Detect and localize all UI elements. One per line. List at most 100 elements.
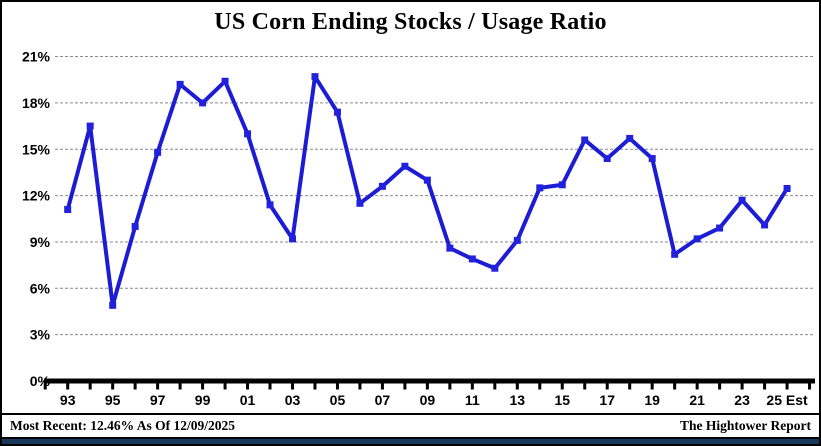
x-axis-tick	[223, 383, 227, 390]
x-axis-tick	[380, 383, 384, 390]
x-axis-label: 97	[150, 392, 166, 408]
x-axis-label: 95	[105, 392, 121, 408]
series-line	[65, 74, 790, 308]
data-point	[491, 264, 499, 272]
x-axis-tick	[201, 383, 205, 390]
data-point	[244, 130, 252, 138]
x-axis-tick	[785, 383, 789, 390]
data-point	[693, 235, 701, 243]
data-point	[738, 196, 746, 204]
x-axis-tick	[178, 383, 182, 390]
data-point	[783, 184, 791, 192]
x-axis-tick	[358, 383, 362, 390]
x-axis-label: 21	[689, 392, 705, 408]
data-point	[154, 148, 162, 156]
x-axis-tick	[335, 383, 339, 390]
x-axis-tick	[493, 383, 497, 390]
x-axis-tick	[560, 383, 564, 390]
data-point	[199, 99, 207, 107]
data-point	[581, 136, 589, 144]
x-axis-label: 03	[285, 392, 301, 408]
x-axis-label: 19	[644, 392, 660, 408]
data-point	[558, 181, 566, 189]
footer-bar: Most Recent: 12.46% As Of 12/09/2025 The…	[2, 413, 819, 439]
data-point	[671, 250, 679, 258]
x-axis-label: 99	[195, 392, 211, 408]
y-axis-label: 21%	[22, 49, 51, 65]
x-axis-tick	[538, 383, 542, 390]
x-axis-tick	[628, 383, 632, 390]
data-point	[468, 255, 476, 263]
data-point	[131, 223, 139, 230]
chart-area: US Corn Ending Stocks / Usage Ratio 0% 3%…	[2, 2, 819, 413]
x-axis-label: 15	[554, 392, 570, 408]
chart-title: US Corn Ending Stocks / Usage Ratio	[214, 9, 607, 35]
data-point	[446, 244, 454, 252]
x-axis-tick	[583, 383, 587, 390]
data-point	[289, 235, 296, 243]
data-point	[176, 80, 184, 88]
x-axis-tick	[403, 383, 407, 390]
y-axis-label: 3%	[30, 327, 51, 343]
y-axis-label: 15%	[22, 141, 51, 157]
x-axis-tick	[133, 383, 137, 390]
x-axis-tick	[66, 383, 70, 390]
x-axis-label: 09	[420, 392, 436, 408]
data-point	[221, 77, 229, 85]
x-axis-label: 13	[510, 392, 526, 408]
x-axis-tick	[650, 383, 654, 390]
data-point	[356, 199, 364, 207]
x-axis-tick	[808, 383, 812, 390]
x-axis-tick	[291, 383, 294, 390]
x-axis-tick	[605, 383, 609, 390]
y-axis-label: 18%	[22, 95, 51, 111]
x-axis-tick	[156, 383, 160, 390]
x-axis-tick	[43, 383, 47, 390]
y-axis-label: 12%	[22, 188, 51, 204]
x-axis-tick	[313, 383, 317, 390]
x-axis-tick	[718, 383, 722, 390]
y-axis-label: 6%	[30, 280, 51, 296]
data-point	[109, 301, 117, 309]
x-axis-tick	[673, 383, 677, 390]
x-axis-tick	[515, 383, 519, 390]
x-axis-label: 01	[240, 392, 256, 408]
data-point	[716, 224, 724, 232]
x-axis-tick	[425, 383, 429, 390]
x-axis-tick	[763, 383, 767, 390]
data-point	[423, 176, 431, 184]
x-axis-label: 17	[599, 392, 615, 408]
x-axis-tick	[448, 383, 452, 390]
x-axis-tick	[111, 383, 115, 390]
data-point	[401, 162, 409, 170]
x-axis-tick	[470, 383, 474, 390]
data-point	[513, 236, 521, 244]
data-point	[603, 155, 611, 163]
data-point	[266, 201, 274, 209]
bottom-accent-strip	[2, 439, 819, 444]
data-point	[86, 122, 94, 130]
y-axis-label: 9%	[30, 234, 51, 250]
data-point	[536, 184, 544, 192]
data-point	[311, 73, 319, 81]
data-point	[378, 182, 386, 190]
x-axis-label: 07	[375, 392, 391, 408]
x-axis-label: 11	[465, 392, 480, 408]
data-point	[761, 221, 769, 229]
data-point	[648, 155, 656, 163]
data-point	[333, 108, 341, 116]
x-axis-tick	[740, 383, 744, 390]
x-axis-tick	[268, 383, 272, 390]
data-point	[626, 134, 634, 142]
x-axis-label: 25 Est	[766, 392, 808, 408]
chart-svg: 0%3%6%9%12%15%18%21%93 95 97 99 01 03 05 07 09 11…	[22, 49, 815, 408]
source-label: The Hightower Report	[680, 418, 811, 433]
data-point	[64, 206, 72, 214]
x-axis-label: 93	[60, 392, 76, 408]
x-axis-label: 05	[330, 392, 346, 408]
x-axis-tick	[695, 383, 699, 390]
most-recent-label: Most Recent: 12.46% As Of 12/09/2025	[10, 418, 235, 433]
x-axis-tick	[88, 383, 92, 390]
x-axis-label: 23	[734, 392, 750, 408]
